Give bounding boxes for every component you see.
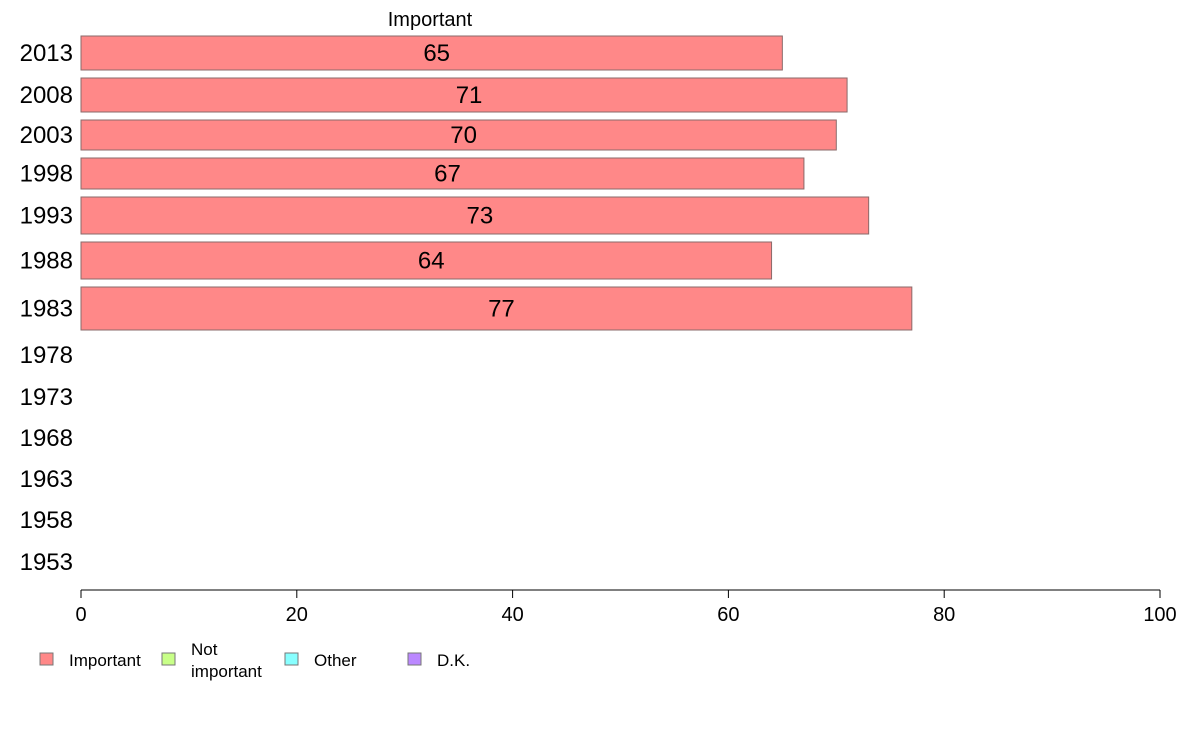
category-label: 1998 bbox=[20, 161, 73, 188]
x-tick-label: 80 bbox=[933, 604, 955, 626]
category-label: 1988 bbox=[20, 248, 73, 275]
legend-label: Important bbox=[69, 651, 141, 670]
data-label: 73 bbox=[466, 203, 493, 230]
bar bbox=[80, 196, 870, 235]
bar bbox=[80, 241, 773, 280]
data-label: 64 bbox=[418, 248, 445, 275]
bar bbox=[80, 77, 848, 113]
legend-label: important bbox=[191, 662, 262, 681]
legend-swatch bbox=[161, 652, 176, 666]
category-label: 1973 bbox=[20, 384, 73, 411]
legend-label: Other bbox=[314, 651, 357, 670]
category-labels: 2013 2008 2003 1998 1993 1988 1983 1978 1973 1968… bbox=[20, 40, 73, 576]
x-tick-label: 20 bbox=[286, 604, 308, 626]
data-label: 77 bbox=[488, 296, 515, 323]
x-tick-label: 100 bbox=[1143, 604, 1176, 626]
category-label: 1993 bbox=[20, 203, 73, 230]
category-label: 1983 bbox=[20, 296, 73, 323]
bar bbox=[80, 119, 837, 151]
data-label: 70 bbox=[450, 122, 477, 149]
bar bbox=[80, 35, 783, 71]
bar bbox=[80, 286, 913, 331]
data-label: 71 bbox=[456, 82, 483, 109]
legend-swatch bbox=[284, 652, 299, 666]
column-header: Important bbox=[388, 9, 473, 31]
x-tick-label: 60 bbox=[717, 604, 739, 626]
legend-swatch bbox=[39, 652, 54, 666]
category-label: 1953 bbox=[20, 549, 73, 576]
x-axis: 0 20 40 60 80 100 bbox=[75, 589, 1177, 626]
x-tick-label: 0 bbox=[75, 604, 86, 626]
bars bbox=[80, 35, 913, 331]
legend-swatch bbox=[407, 652, 422, 666]
data-label: 65 bbox=[423, 40, 450, 67]
category-label: 1963 bbox=[20, 466, 73, 493]
category-label: 2003 bbox=[20, 122, 73, 149]
bar bbox=[80, 157, 805, 190]
category-label: 2008 bbox=[20, 82, 73, 109]
legend-label: D.K. bbox=[437, 651, 470, 670]
category-label: 1968 bbox=[20, 425, 73, 452]
category-label: 1958 bbox=[20, 507, 73, 534]
legend-label: Not bbox=[191, 640, 218, 659]
category-label: 1978 bbox=[20, 342, 73, 369]
x-tick-label: 40 bbox=[501, 604, 523, 626]
category-label: 2013 bbox=[20, 40, 73, 67]
data-label: 67 bbox=[434, 161, 461, 188]
legend: Important Not important Other D.K. bbox=[39, 640, 470, 681]
